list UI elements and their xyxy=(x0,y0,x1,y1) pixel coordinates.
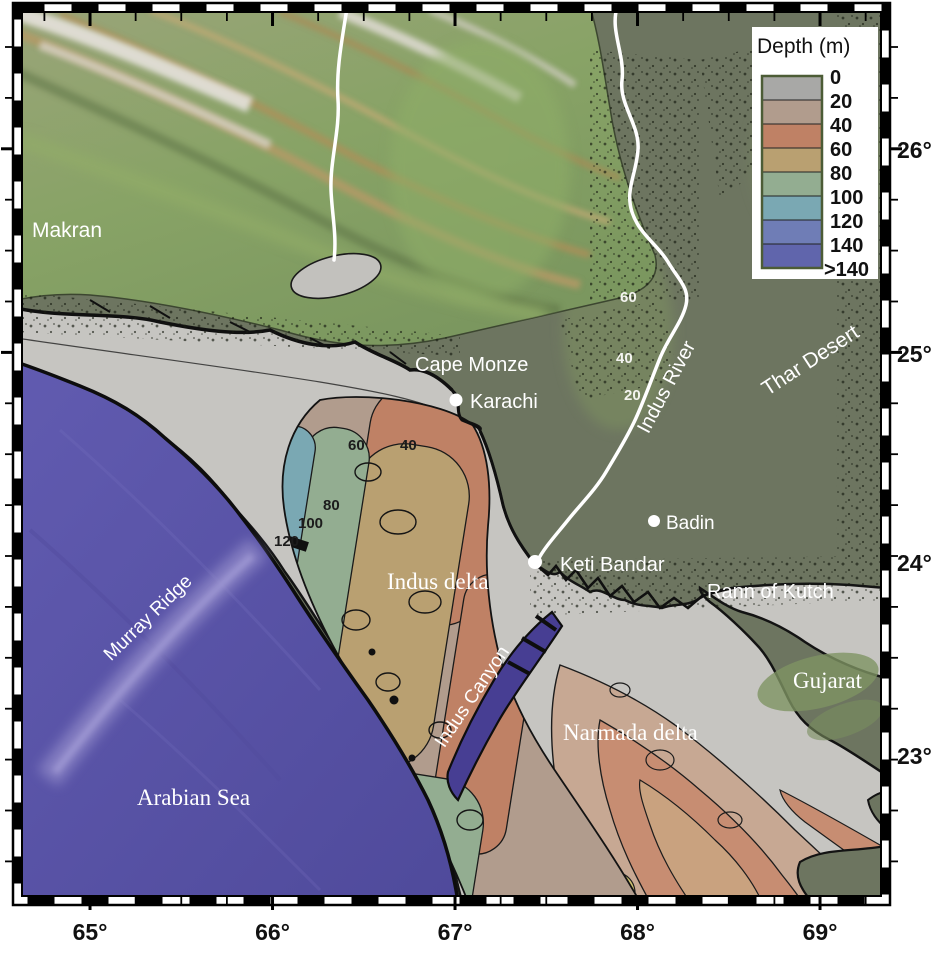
legend-swatch-120-140 xyxy=(761,219,823,245)
x-tick-66: 66° xyxy=(255,919,290,945)
y-tick-24: 24° xyxy=(897,550,932,576)
legend-swatch-20-40 xyxy=(761,99,823,125)
legend-swatch-gt140 xyxy=(761,243,823,269)
legend-tick-labels: 0 20 40 60 80 100 120 140 >140 xyxy=(824,67,869,281)
contour-label-80-fan: 80 xyxy=(323,497,340,514)
label-karachi: Karachi xyxy=(470,391,538,413)
x-tick-65: 65° xyxy=(73,919,108,945)
legend-title: Depth (m) xyxy=(757,35,850,58)
narmada-delta-bathymetry xyxy=(536,664,886,901)
map-frame xyxy=(1,1,902,910)
legend-swatch-80-100 xyxy=(761,171,823,197)
y-tick-26: 26° xyxy=(897,137,932,163)
legend-tick-0: 0 xyxy=(830,67,841,89)
label-arabian-sea: Arabian Sea xyxy=(137,785,250,810)
frame-ticks xyxy=(1,12,902,910)
label-indus-delta: Indus delta xyxy=(387,569,489,594)
legend-tick-100: 100 xyxy=(830,187,863,209)
legend-tick-20: 20 xyxy=(830,91,852,113)
label-cape-monze: Cape Monze xyxy=(415,354,528,376)
legend-colorbar-frame xyxy=(760,74,824,270)
label-rann-of-kutch: Rann of Kutch xyxy=(707,581,834,603)
indus-fan-outline-contour xyxy=(281,396,641,901)
x-tick-69: 69° xyxy=(803,919,838,945)
depth-legend: Depth (m) 0 20 40 60 80 100 120 140 >140 xyxy=(752,27,878,281)
label-badin: Badin xyxy=(666,513,715,534)
contour-label-100-fan: 100 xyxy=(298,515,323,532)
indus-river-line xyxy=(536,7,689,562)
gujarat-kutch-land xyxy=(698,585,886,901)
badin-dot xyxy=(648,515,660,527)
contour-label-60-fan: 60 xyxy=(348,437,365,454)
y-tick-25: 25° xyxy=(897,341,932,367)
karachi-dot xyxy=(449,393,463,407)
contour-label-40-fan: 40 xyxy=(400,437,417,454)
legend-swatches xyxy=(761,75,823,269)
axis-labels: 65° 66° 67° 68° 69° 26° 25° 24° 23° xyxy=(73,137,932,945)
contour-20m-makran xyxy=(17,337,449,415)
x-tick-67: 67° xyxy=(438,919,473,945)
legend-swatch-100-120 xyxy=(761,195,823,221)
contour-label-120-fan: 120 xyxy=(274,533,299,550)
x-tick-68: 68° xyxy=(620,919,655,945)
contour-label-60-plain: 60 xyxy=(620,289,637,306)
y-tick-23: 23° xyxy=(897,743,932,769)
contour-label-40-plain: 40 xyxy=(616,350,633,367)
label-narmada-delta: Narmada delta xyxy=(563,720,698,745)
arabian-sea-deep xyxy=(17,360,460,901)
label-keti-bandar: Keti Bandar xyxy=(560,554,665,576)
legend-tick-60: 60 xyxy=(830,139,852,161)
indus-canyon xyxy=(446,610,564,802)
legend-tick-40: 40 xyxy=(830,115,852,137)
hub-river xyxy=(329,7,349,262)
legend-swatch-60-80 xyxy=(761,147,823,173)
label-makran: Makran xyxy=(32,219,102,242)
legend-tick-120: 120 xyxy=(830,211,863,233)
hub-lagoon xyxy=(290,252,382,300)
rivers xyxy=(329,7,689,562)
keti-bandar-dot xyxy=(528,555,542,569)
label-gujarat: Gujarat xyxy=(793,668,863,693)
makran-highlands xyxy=(17,7,657,347)
contour-label-20-plain: 20 xyxy=(624,387,641,404)
legend-tick-140: 140 xyxy=(830,235,863,257)
legend-swatch-0-20 xyxy=(761,75,823,101)
legend-tick-80: 80 xyxy=(830,163,852,185)
legend-swatch-40-60 xyxy=(761,123,823,149)
legend-tick-gt140: >140 xyxy=(824,259,869,281)
